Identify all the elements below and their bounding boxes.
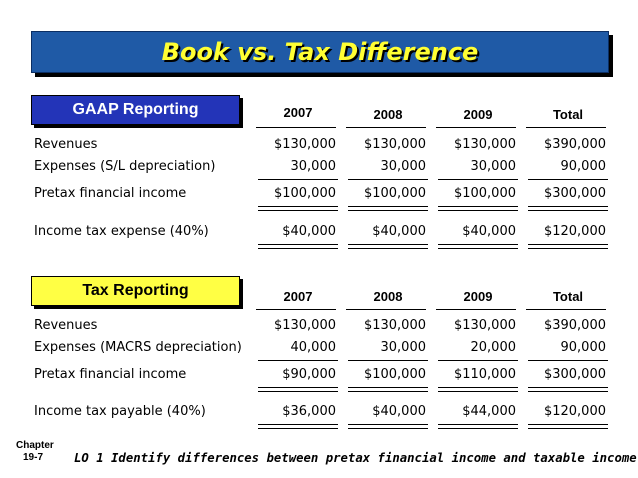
gaap-expenses-total: 90,000 xyxy=(560,159,607,174)
gaap-expenses-2008: 30,000 xyxy=(380,159,427,174)
gaap-double-rule xyxy=(438,244,518,249)
gaap-tax-expense-total: $120,000 xyxy=(543,224,606,239)
tax-expenses-label: Expenses (MACRS depreciation) xyxy=(34,340,242,355)
gaap-header-rule xyxy=(526,127,606,128)
gaap-expenses-label: Expenses (S/L depreciation) xyxy=(34,159,216,174)
tax-double-rule xyxy=(438,424,518,429)
tax-pretax-2009: $110,000 xyxy=(453,367,516,382)
gaap-header-2007: 2007 xyxy=(283,105,313,120)
gaap-revenues-2009: $130,000 xyxy=(453,137,516,152)
title-banner: Book vs. Tax Difference xyxy=(31,31,609,73)
gaap-double-rule xyxy=(348,244,428,249)
chapter-number: 19-7 xyxy=(22,452,43,463)
gaap-revenues-2008: $130,000 xyxy=(363,137,426,152)
gaap-header-2009: 2009 xyxy=(463,107,493,122)
tax-payable-2007: $36,000 xyxy=(282,404,336,419)
gaap-tax-expense-2007: $40,000 xyxy=(282,224,336,239)
gaap-pretax-2008: $100,000 xyxy=(363,186,426,201)
gaap-tax-expense-label: Income tax expense (40%) xyxy=(34,224,209,239)
gaap-double-rule xyxy=(348,206,428,211)
tax-header-2007: 2007 xyxy=(283,289,313,304)
tax-payable-total: $120,000 xyxy=(543,404,606,419)
gaap-header-rule xyxy=(256,127,336,128)
tax-reporting-label: Tax Reporting xyxy=(31,276,240,306)
gaap-double-rule xyxy=(438,206,518,211)
tax-subtotal-rule xyxy=(348,360,428,361)
gaap-subtotal-rule xyxy=(348,179,428,180)
tax-header-total: Total xyxy=(552,289,584,304)
learning-objective: LO 1 Identify differences between pretax… xyxy=(74,451,638,465)
gaap-pretax-label: Pretax financial income xyxy=(34,186,187,201)
tax-header-2008: 2008 xyxy=(373,289,403,304)
tax-pretax-total: $300,000 xyxy=(543,367,606,382)
tax-revenues-2008: $130,000 xyxy=(363,318,426,333)
gaap-header-rule xyxy=(346,127,426,128)
gaap-tax-expense-2009: $40,000 xyxy=(462,224,516,239)
gaap-subtotal-rule xyxy=(438,179,518,180)
chapter-label: Chapter xyxy=(16,440,54,451)
tax-revenues-label: Revenues xyxy=(34,318,98,333)
gaap-header-total: Total xyxy=(552,107,584,122)
tax-header-rule xyxy=(256,309,336,310)
tax-expenses-2008: 30,000 xyxy=(380,340,427,355)
gaap-expenses-2007: 30,000 xyxy=(290,159,337,174)
tax-revenues-2007: $130,000 xyxy=(273,318,336,333)
tax-double-rule xyxy=(438,387,518,392)
tax-header-2009: 2009 xyxy=(463,289,493,304)
tax-expenses-2007: 40,000 xyxy=(290,340,337,355)
tax-subtotal-rule xyxy=(528,360,608,361)
gaap-double-rule xyxy=(528,244,608,249)
gaap-header-rule xyxy=(436,127,516,128)
tax-double-rule xyxy=(528,387,608,392)
gaap-expenses-2009: 30,000 xyxy=(470,159,517,174)
tax-revenues-total: $390,000 xyxy=(543,318,606,333)
gaap-subtotal-rule xyxy=(258,179,338,180)
tax-payable-2008: $40,000 xyxy=(372,404,426,419)
gaap-revenues-2007: $130,000 xyxy=(273,137,336,152)
tax-pretax-2007: $90,000 xyxy=(282,367,336,382)
tax-payable-2009: $44,000 xyxy=(462,404,516,419)
tax-double-rule xyxy=(528,424,608,429)
tax-subtotal-rule xyxy=(258,360,338,361)
tax-header-rule xyxy=(526,309,606,310)
tax-expenses-2009: 20,000 xyxy=(470,340,517,355)
tax-header-rule xyxy=(346,309,426,310)
tax-double-rule xyxy=(258,424,338,429)
gaap-reporting-label: GAAP Reporting xyxy=(31,95,240,125)
tax-double-rule xyxy=(258,387,338,392)
tax-pretax-2008: $100,000 xyxy=(363,367,426,382)
tax-revenues-2009: $130,000 xyxy=(453,318,516,333)
gaap-pretax-2009: $100,000 xyxy=(453,186,516,201)
tax-pretax-label: Pretax financial income xyxy=(34,367,187,382)
gaap-subtotal-rule xyxy=(528,179,608,180)
gaap-tax-expense-2008: $40,000 xyxy=(372,224,426,239)
tax-double-rule xyxy=(348,387,428,392)
slide-title: Book vs. Tax Difference xyxy=(161,38,479,66)
tax-subtotal-rule xyxy=(438,360,518,361)
gaap-revenues-total: $390,000 xyxy=(543,137,606,152)
tax-payable-label: Income tax payable (40%) xyxy=(34,404,206,419)
gaap-pretax-2007: $100,000 xyxy=(273,186,336,201)
gaap-header-2008: 2008 xyxy=(373,107,403,122)
gaap-pretax-total: $300,000 xyxy=(543,186,606,201)
tax-double-rule xyxy=(348,424,428,429)
tax-expenses-total: 90,000 xyxy=(560,340,607,355)
chapter-marker: Chapter 19-7 xyxy=(16,440,54,464)
gaap-double-rule xyxy=(258,244,338,249)
tax-header-rule xyxy=(436,309,516,310)
gaap-double-rule xyxy=(258,206,338,211)
gaap-revenues-label: Revenues xyxy=(34,137,98,152)
gaap-double-rule xyxy=(528,206,608,211)
